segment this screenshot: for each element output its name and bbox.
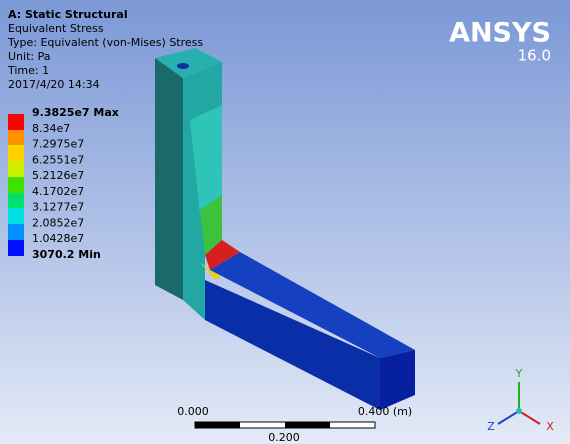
beam-top (210, 252, 415, 358)
axis-x (518, 410, 541, 425)
header-line: 2017/4/20 14:34 (8, 78, 100, 91)
logo-version: 16.0 (518, 47, 551, 65)
hotspot (205, 240, 240, 270)
stress-zone (190, 105, 222, 215)
legend-label: 5.2126e7 (32, 169, 84, 182)
swatch (8, 193, 24, 208)
title: A: Static Structural (8, 8, 128, 21)
scale-segment (195, 422, 240, 428)
swatch (8, 114, 24, 130)
legend-label: 8.34e7 (32, 122, 70, 135)
scale-label: 0.200 (268, 431, 300, 444)
legend-bar (8, 114, 24, 256)
legend-label: 6.2551e7 (32, 153, 84, 166)
scale-segment (285, 422, 330, 428)
legend-label: 3070.2 Min (32, 248, 101, 261)
legend-label: 3.1277e7 (32, 201, 84, 214)
scale-label: 0.400 (m) (358, 405, 412, 418)
header-line: Type: Equivalent (von-Mises) Stress (7, 36, 203, 49)
legend-label: 2.0852e7 (32, 216, 84, 229)
swatch (8, 161, 24, 177)
swatch (8, 208, 24, 224)
annotations: A: Static Structural Equivalent Stress T… (7, 8, 551, 261)
logo: ANSYS (449, 18, 551, 49)
stress-zone (200, 195, 222, 255)
legend-label: 1.0428e7 (32, 232, 84, 245)
legend-label: 7.2975e7 (32, 138, 84, 151)
column-side (155, 58, 183, 300)
scale-label: 0.000 (177, 405, 209, 418)
header-line: Time: 1 (7, 64, 49, 77)
axis-z (497, 410, 520, 425)
axis-label: Y (515, 367, 523, 380)
swatch (8, 145, 24, 161)
hole (177, 63, 189, 69)
origin (516, 408, 522, 414)
axis-label: Z (487, 420, 495, 433)
legend-label: 9.3825e7 Max (32, 106, 119, 119)
column-top (155, 48, 222, 78)
beam-front (205, 280, 380, 410)
legend-label: 4.1702e7 (32, 185, 84, 198)
swatch (8, 240, 24, 256)
swatch (8, 130, 24, 145)
header-line: Unit: Pa (8, 50, 50, 63)
axis-label: X (546, 420, 554, 433)
model (155, 48, 415, 410)
header-line: Equivalent Stress (8, 22, 104, 35)
scale-bar: 0.000 0.400 (m) 0.200 (177, 405, 412, 444)
beam-end (380, 350, 415, 410)
swatch (8, 177, 24, 193)
swatch (8, 224, 24, 240)
triad: Y Z X (487, 367, 554, 433)
